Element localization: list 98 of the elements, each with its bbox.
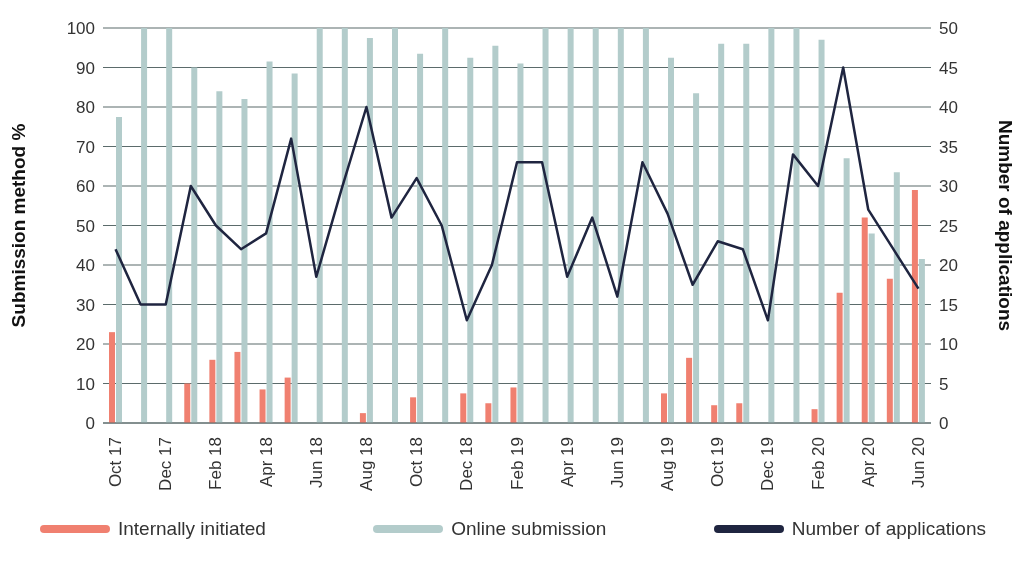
bar <box>510 387 517 423</box>
y-axis-title: Submission method % <box>7 123 29 328</box>
y-tick-label: 0 <box>85 414 95 434</box>
bar <box>284 377 291 423</box>
y-tick-label: 20 <box>76 335 95 355</box>
bar <box>893 172 900 423</box>
bar <box>316 28 323 423</box>
x-tick-label: Apr 20 <box>858 437 878 488</box>
y2-tick-label: 10 <box>939 335 958 355</box>
bar <box>836 292 843 423</box>
x-tick-label: Apr 19 <box>557 437 577 488</box>
y-tick-label: 60 <box>76 177 95 197</box>
bar <box>184 383 191 423</box>
x-tick-label: Apr 18 <box>256 437 276 488</box>
x-tick-label: Feb 19 <box>507 437 527 490</box>
x-tick-label: Feb 20 <box>808 437 828 490</box>
x-tick-label: Aug 19 <box>658 437 678 491</box>
y2-tick-label: 20 <box>939 256 958 276</box>
bar <box>209 359 216 423</box>
bar <box>467 57 474 423</box>
bar <box>266 61 273 423</box>
bar <box>911 189 918 423</box>
x-tick-label: Jun 19 <box>607 437 627 489</box>
bar <box>567 28 574 423</box>
y2-tick-label: 40 <box>939 98 958 118</box>
bar <box>392 28 398 423</box>
x-tick-label: Dec 17 <box>156 437 176 491</box>
legend-label: Internally initiated <box>118 518 266 540</box>
y-tick-label: 80 <box>76 98 95 118</box>
x-tick-label: Aug 18 <box>356 437 376 491</box>
bar <box>592 28 599 423</box>
bar <box>868 233 875 423</box>
bar <box>793 28 800 423</box>
x-tick-label: Oct 19 <box>708 437 728 488</box>
y2-tick-label: 35 <box>939 137 958 157</box>
bar <box>141 28 148 423</box>
bar <box>918 259 925 423</box>
bar <box>116 116 122 423</box>
y2-tick-label: 0 <box>939 414 949 434</box>
y-tick-label: 30 <box>76 295 95 315</box>
y2-tick-label: 30 <box>939 177 958 197</box>
bar <box>191 67 198 423</box>
legend-label: Number of applications <box>791 518 986 540</box>
bar <box>492 45 499 423</box>
bar <box>661 393 667 423</box>
bar <box>166 28 173 423</box>
bar <box>693 93 700 423</box>
bar <box>861 217 868 423</box>
bar <box>109 332 115 423</box>
bar <box>718 43 725 423</box>
bar <box>686 357 693 423</box>
bar <box>668 57 674 423</box>
bar <box>768 28 775 423</box>
line-series <box>114 66 920 322</box>
x-tick-label: Jun 18 <box>306 437 326 489</box>
y-tick-label: 50 <box>76 216 95 236</box>
y-tick-label: 10 <box>76 374 95 394</box>
y-tick-label: 70 <box>76 137 95 157</box>
y-tick-label: 40 <box>76 256 95 276</box>
x-tick-label: Feb 18 <box>206 437 226 490</box>
x-tick-label: Dec 19 <box>758 437 778 491</box>
bar <box>743 43 750 423</box>
legend-label: Online submission <box>451 518 607 540</box>
x-tick-label: Oct 17 <box>106 437 126 488</box>
y-tick-label: 90 <box>76 58 95 78</box>
x-tick-label: Jun 20 <box>908 437 928 489</box>
bar <box>818 39 825 423</box>
bar <box>234 351 241 423</box>
y2-axis-title: Number of applications <box>995 119 1017 332</box>
y2-tick-label: 50 <box>939 19 958 39</box>
bar <box>241 99 248 423</box>
bar <box>886 278 893 423</box>
bar <box>736 403 743 423</box>
bar <box>442 28 449 423</box>
y2-tick-label: 25 <box>939 216 958 236</box>
bar <box>259 389 266 423</box>
bar <box>617 28 624 423</box>
bar <box>341 28 348 423</box>
bar <box>417 53 424 423</box>
bar <box>359 413 366 423</box>
bar <box>460 393 467 423</box>
bar <box>216 91 223 423</box>
y2-tick-label: 15 <box>939 295 958 315</box>
x-tick-label: Dec 18 <box>457 437 477 491</box>
bar <box>843 158 850 423</box>
bar <box>410 397 417 423</box>
y-tick-label: 100 <box>66 19 95 39</box>
bar <box>711 405 718 423</box>
y2-tick-label: 45 <box>939 58 958 78</box>
bar <box>642 28 649 423</box>
bar <box>517 63 524 423</box>
bar <box>811 409 818 423</box>
bar <box>485 403 492 423</box>
bar <box>366 37 373 423</box>
x-tick-label: Oct 18 <box>407 437 427 488</box>
bar <box>542 28 549 423</box>
y2-tick-label: 5 <box>939 374 949 394</box>
bar <box>291 73 298 423</box>
